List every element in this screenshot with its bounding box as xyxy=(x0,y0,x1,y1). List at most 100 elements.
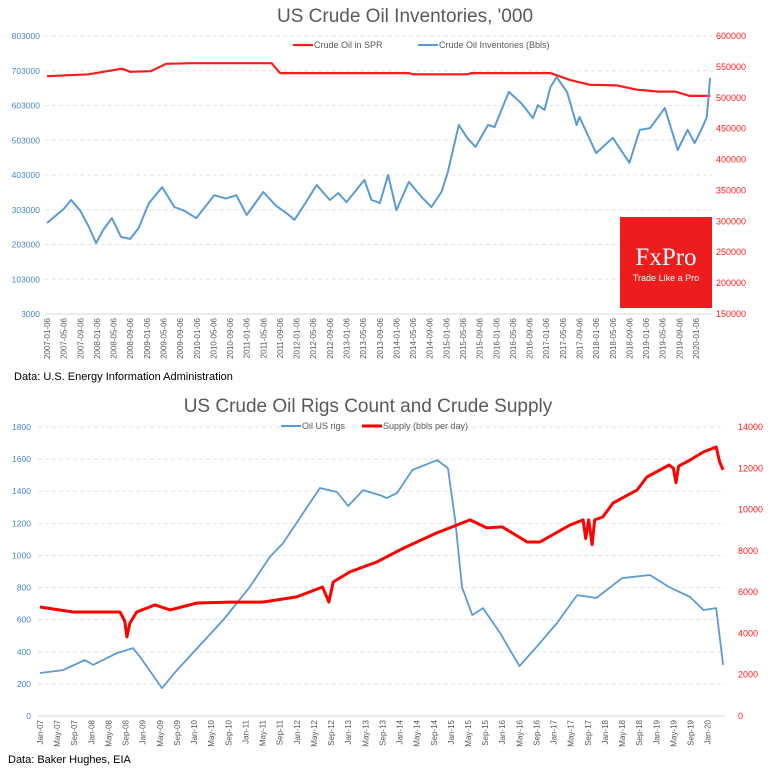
source-note: Data: U.S. Energy Information Administra… xyxy=(14,371,233,383)
x-axis-tick-label: May-11 xyxy=(259,719,268,746)
right-axis-tick-label: 0 xyxy=(738,711,743,721)
left-axis-tick-label: 1600 xyxy=(12,454,31,464)
x-axis-tick-label: 2013-09-06 xyxy=(376,317,385,358)
legend-label: Crude Oil in SPR xyxy=(314,40,383,50)
x-axis-tick-label: Sep-13 xyxy=(378,719,387,745)
series-line-crude-oil-in-spr xyxy=(46,62,711,97)
x-axis-tick-label: Jan-18 xyxy=(601,719,610,744)
x-axis-tick-label: 2014-01-06 xyxy=(392,317,401,358)
x-axis-tick-label: Jan-08 xyxy=(87,719,96,744)
x-axis-tick-label: Sep-18 xyxy=(635,719,644,745)
x-axis-tick-label: 2011-09-06 xyxy=(276,317,285,358)
x-axis-tick-label: 2008-05-06 xyxy=(110,317,119,358)
right-axis-tick-label: 4000 xyxy=(738,628,758,638)
x-axis-tick-label: May-13 xyxy=(361,719,370,746)
x-axis-tick-label: May-08 xyxy=(104,719,113,746)
series-line-supply-bbls-per-day- xyxy=(39,445,725,639)
x-axis-tick-label: Sep-10 xyxy=(224,719,233,745)
left-axis-tick-label: 803000 xyxy=(12,31,41,41)
x-axis-tick-label: 2012-01-06 xyxy=(293,317,302,358)
x-axis-tick-label: Jan-16 xyxy=(498,719,507,744)
left-axis-tick-label: 1000 xyxy=(12,550,31,560)
x-axis-tick-label: Sep-08 xyxy=(122,719,131,745)
right-axis-tick-label: 550000 xyxy=(716,62,746,72)
right-axis-tick-label: 350000 xyxy=(716,185,746,195)
x-axis-tick-label: 2019-09-06 xyxy=(675,317,684,358)
x-axis-tick-label: Sep-14 xyxy=(430,719,439,745)
left-axis-tick-label: 603000 xyxy=(12,101,41,111)
x-axis-tick-label: Sep-16 xyxy=(532,719,541,745)
left-axis-tick-label: 1200 xyxy=(12,518,31,528)
x-axis-tick-label: 2015-05-06 xyxy=(459,317,468,358)
x-axis-tick-label: May-07 xyxy=(53,719,62,746)
right-axis-tick-label: 400000 xyxy=(716,155,746,165)
x-axis-tick-label: May-14 xyxy=(413,719,422,746)
source-note: Data: Baker Hughes, EIA xyxy=(8,754,132,766)
x-axis-tick-label: 2009-05-06 xyxy=(159,317,168,358)
x-axis-tick-label: 2007-05-06 xyxy=(60,317,69,358)
left-axis-tick-label: 303000 xyxy=(12,205,41,215)
x-axis-tick-label: 2017-09-06 xyxy=(575,317,584,358)
x-axis-tick-label: Jan-19 xyxy=(652,719,661,744)
x-axis-tick-label: 2008-09-06 xyxy=(126,317,135,358)
x-axis-tick-label: 2008-01-06 xyxy=(93,317,102,358)
x-axis-tick-label: 2017-01-06 xyxy=(542,317,551,358)
left-axis-tick-label: 0 xyxy=(26,711,31,721)
x-axis-tick-label: 2011-05-06 xyxy=(259,317,268,358)
x-axis-tick-label: 2012-05-06 xyxy=(309,317,318,358)
x-axis-tick-label: 2013-01-06 xyxy=(343,317,352,358)
x-axis-tick-label: Jan-17 xyxy=(550,719,559,744)
x-axis-tick-label: Sep-12 xyxy=(327,719,336,745)
x-axis-tick-label: 2010-05-06 xyxy=(209,317,218,358)
x-axis-tick-label: Sep-07 xyxy=(70,719,79,745)
right-axis-tick-label: 600000 xyxy=(716,31,746,41)
x-axis-tick-label: May-12 xyxy=(310,719,319,746)
fxpro-logo: FxPro Trade Like a Pro xyxy=(620,217,712,308)
right-axis-tick-label: 150000 xyxy=(716,309,746,319)
left-axis-tick-label: 3000 xyxy=(21,309,40,319)
right-axis-tick-label: 300000 xyxy=(716,216,746,226)
right-axis-tick-label: 12000 xyxy=(738,463,763,473)
right-axis-tick-label: 2000 xyxy=(738,670,758,680)
left-axis-tick-label: 600 xyxy=(17,615,31,625)
x-axis-tick-label: 2018-01-06 xyxy=(592,317,601,358)
x-axis-tick-label: 2019-05-06 xyxy=(659,317,668,358)
chart-title: US Crude Oil Rigs Count and Crude Supply xyxy=(184,396,553,417)
logo-background xyxy=(620,217,712,308)
right-axis-tick-label: 10000 xyxy=(738,505,763,515)
left-axis-tick-label: 1800 xyxy=(12,422,31,432)
left-axis-tick-label: 403000 xyxy=(12,170,41,180)
logo-brand: FxPro xyxy=(635,244,696,271)
legend-label: Oil US rigs xyxy=(302,421,346,431)
right-axis-tick-label: 6000 xyxy=(738,587,758,597)
x-axis-tick-label: 2007-09-06 xyxy=(76,317,85,358)
x-axis-tick-label: Sep-09 xyxy=(173,719,182,745)
x-axis-tick-label: 2013-05-06 xyxy=(359,317,368,358)
x-axis-tick-label: May-10 xyxy=(207,719,216,746)
x-axis-tick-label: Jan-13 xyxy=(344,719,353,744)
right-axis-tick-label: 250000 xyxy=(716,247,746,257)
left-axis-tick-label: 503000 xyxy=(12,135,41,145)
x-axis-tick-label: May-15 xyxy=(464,719,473,746)
x-axis-tick-label: 2009-09-06 xyxy=(176,317,185,358)
x-axis-tick-label: Jan-14 xyxy=(396,719,405,744)
x-axis-tick-label: 2012-09-06 xyxy=(326,317,335,358)
x-axis-tick-label: Jan-20 xyxy=(704,719,713,744)
left-axis-tick-label: 800 xyxy=(17,583,31,593)
x-axis-tick-label: May-16 xyxy=(515,719,524,746)
right-axis-tick-label: 200000 xyxy=(716,278,746,288)
x-axis-tick-label: 2007-01-06 xyxy=(43,317,52,358)
inventories-chart: US Crude Oil Inventories, '000 3000 10300… xyxy=(12,6,746,383)
x-axis-tick-label: 2016-09-06 xyxy=(526,317,535,358)
x-axis-tick-label: Jan-07 xyxy=(36,719,45,744)
x-axis-tick-label: 2016-01-06 xyxy=(492,317,501,358)
left-axis-tick-label: 400 xyxy=(17,647,31,657)
right-axis-tick-label: 8000 xyxy=(738,546,758,556)
legend-label: Supply (bbls per day) xyxy=(383,421,468,431)
x-axis-tick-label: Sep-15 xyxy=(481,719,490,745)
x-axis-tick-label: 2018-05-06 xyxy=(609,317,618,358)
x-axis-tick-label: Sep-17 xyxy=(584,719,593,745)
x-axis-tick-label: 2010-09-06 xyxy=(226,317,235,358)
series-line-crude-oil-inventories-bbls- xyxy=(46,76,712,245)
right-axis-tick-label: 14000 xyxy=(738,422,763,432)
